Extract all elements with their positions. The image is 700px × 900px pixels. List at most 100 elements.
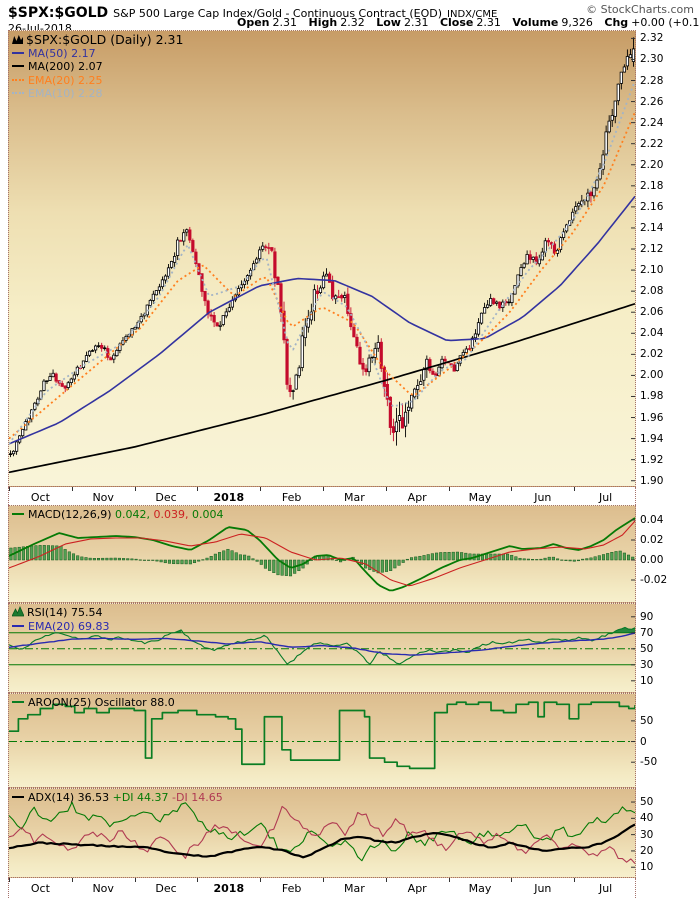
y-tick-label: 2.06 [640,306,664,319]
y-tick-label: 2.12 [640,243,664,256]
y-tick-label: 50 [640,642,654,655]
month-tick [323,487,324,491]
month-tick [448,878,450,882]
legend-swatch [12,796,24,798]
copyright: © StockCharts.com [586,3,694,16]
legend-item: EMA(20) 69.83 [12,620,110,634]
y-tick-label: 2.08 [640,285,664,298]
month-tick [71,487,73,491]
month-label: 2018 [213,491,245,504]
legend-swatch [12,92,24,94]
month-label: May [468,491,492,504]
legend-item: MACD(12,26,9) 0.042, 0.039, 0.004 [12,508,224,522]
symbol: $SPX:$GOLD [8,5,109,21]
month-label: Jun [534,882,552,895]
month-axis-2: Oct Nov Dec 2018 Feb Mar Apr May Jun Jul [8,878,636,898]
month-label: Feb [281,491,302,504]
month-label: Oct [30,882,50,895]
y-tick-label: 70 [640,626,654,639]
month-label: Jul [598,882,613,895]
y-tick-label: 30 [640,658,654,671]
y-tick-label: -0.02 [640,574,668,586]
y-tick-label: 20 [640,844,654,857]
y-tick-label: 1.90 [640,474,664,487]
exchange: INDX/CME [447,9,498,20]
month-tick [134,878,136,882]
legend-text: MACD(12,26,9) [28,508,116,521]
y-tick-label: 2.30 [640,53,664,66]
macd-panel [8,505,636,603]
adx-panel [8,788,636,878]
legend-swatch [12,65,24,67]
legend-text: MA(200) 2.07 [28,60,103,73]
rsi-panel [8,603,636,693]
y-tick-label: 2.02 [640,348,664,361]
low-value: 2.31 [403,16,429,29]
high-label: High [308,16,338,29]
month-tick [448,487,450,491]
legend-text: RSI(14) 75.54 [27,606,103,619]
y-tick-label: 1.92 [640,453,664,466]
symbol-description: S&P 500 Large Cap Index/Gold - Continuou… [113,7,443,20]
y-tick-label: 1.94 [640,432,664,445]
legend-text: EMA(20) 69.83 [28,619,110,633]
close-label: Close [439,16,474,29]
chg-label: Chg [604,16,629,29]
legend-swatch [12,701,24,703]
legend-item: MA(200) 2.07 [12,60,183,74]
month-label: Nov [92,491,114,504]
y-tick-label: 2.26 [640,95,664,108]
y-tick-label: 1.96 [640,411,664,424]
month-label: 2018 [213,882,245,895]
y-tick-label: 2.32 [640,32,664,45]
month-label: Dec [155,882,177,895]
y-tick-label: 50 [640,796,654,809]
month-tick [511,878,513,882]
month-label: Apr [407,491,427,504]
y-tick-label: 40 [640,812,654,825]
legend-item: ADX(14) 36.53 +DI 44.37 -DI 14.65 [12,791,223,805]
y-tick-label: 0 [640,735,647,748]
legend-item: AROON(25) Oscillator 88.0 [12,696,175,710]
legend-swatch [12,51,24,54]
y-tick-label: 2.24 [640,116,664,129]
legend-text: -DI 14.65 [172,791,223,804]
legend-item: MA(50) 2.17 [12,47,183,61]
y-tick-label: 0.00 [640,554,664,566]
mountain-icon [12,606,24,617]
month-tick [197,878,199,882]
month-label: May [468,882,492,895]
month-label: Jul [598,491,613,504]
rsi-legend: RSI(14) 75.54 EMA(20) 69.83 [12,606,110,633]
month-label: Feb [281,882,302,895]
chart-header: $SPX:$GOLD S&P 500 Large Cap Index/Gold -… [8,2,497,21]
legend-text: EMA(20) 2.25 [28,73,103,87]
aroon-legend: AROON(25) Oscillator 88.0 [12,696,175,710]
y-tick-label: 2.16 [640,200,664,213]
y-tick-label: 90 [640,610,654,623]
y-tick-label: 30 [640,828,654,841]
month-tick [260,487,262,491]
y-tick-label: 50 [640,714,654,727]
legend-text: $SPX:$GOLD (Daily) 2.31 [26,32,184,47]
month-label: Apr [407,882,427,895]
y-tick-label: 2.00 [640,369,664,382]
y-tick-label: 10 [640,861,654,874]
y-tick-label: 1.98 [640,390,664,403]
y-tick-label: 0.02 [640,534,664,546]
low-label: Low [376,16,401,29]
y-tick-label: 2.14 [640,221,664,234]
y-tick-label: -50 [640,756,658,769]
month-tick [9,487,10,491]
y-tick-label: 2.10 [640,264,664,277]
legend-swatch [12,624,24,627]
month-tick [260,878,262,882]
price-panel [8,30,636,487]
legend-text: EMA(10) 2.28 [28,87,103,100]
month-tick [385,487,387,491]
y-tick-label: 2.18 [640,179,664,192]
y-tick-label: 0.04 [640,514,664,526]
legend-text: 0.039, [153,508,193,521]
legend-text: ADX(14) 36.53 [28,791,113,804]
quote-row: Open 2.31 High 2.32 Low 2.31 Close 2.31 Volu… [237,16,700,29]
